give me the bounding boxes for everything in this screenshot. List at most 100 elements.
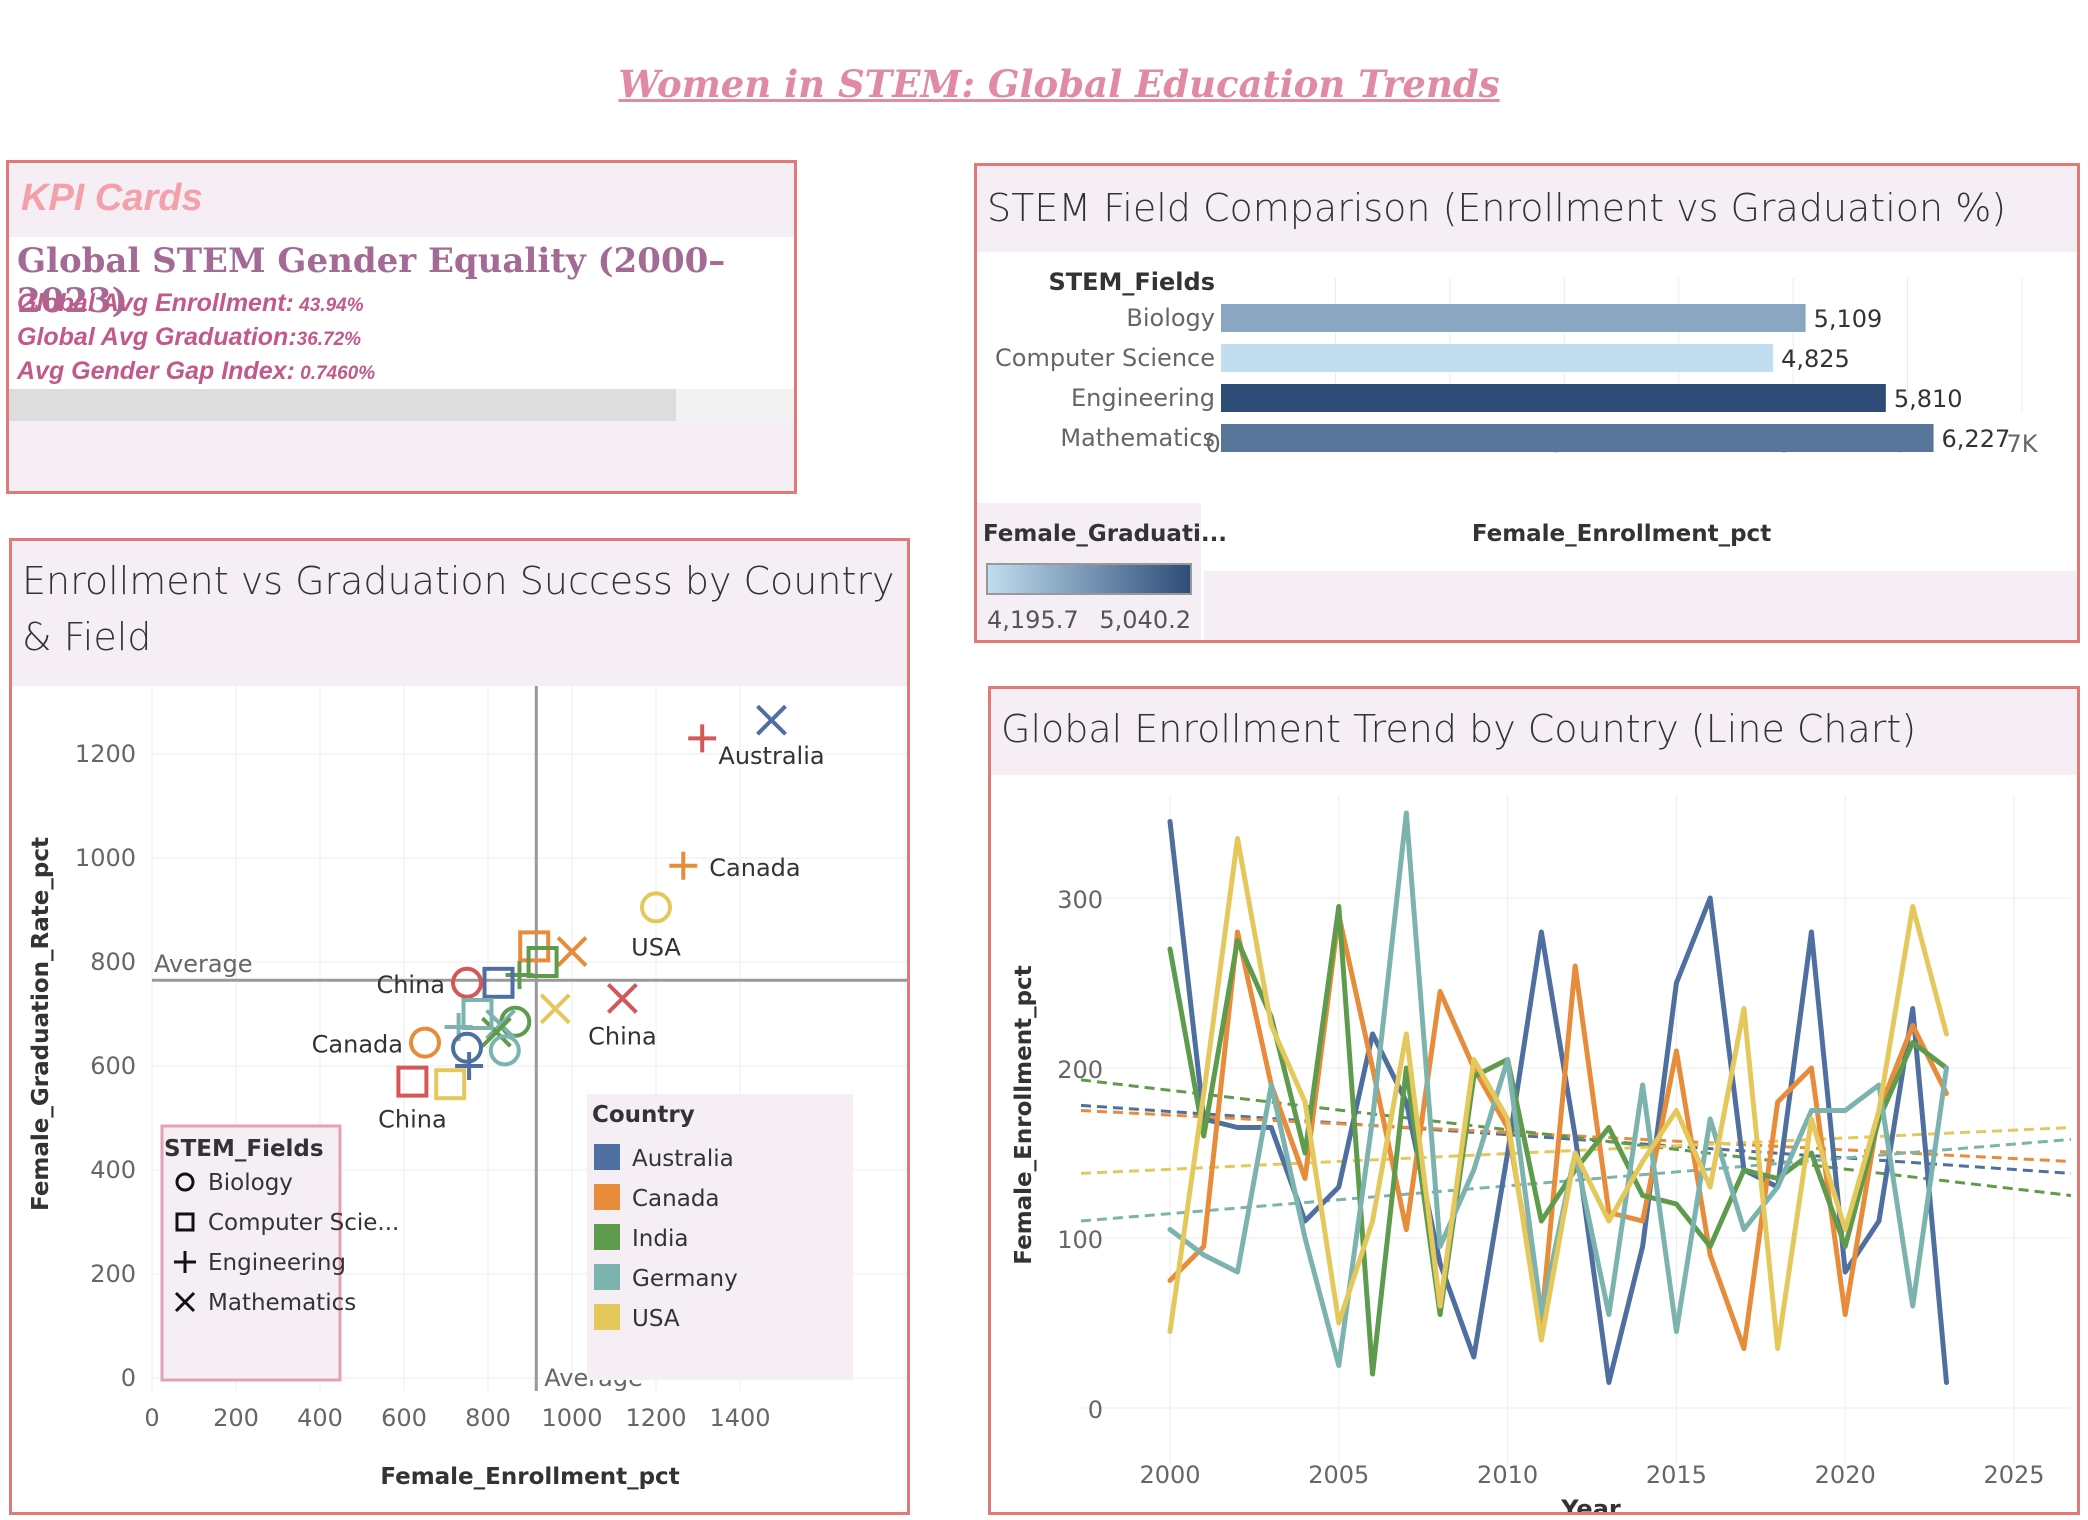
point-australia-engineering <box>455 1052 484 1080</box>
line-y-tick-label: 100 <box>1057 1226 1103 1254</box>
shape-legend-label: Computer Scie... <box>208 1210 399 1236</box>
bar-row-header: STEM_Fields <box>1048 268 1215 296</box>
bar-category-label: Biology <box>1126 304 1215 332</box>
point-label-canada: Canada <box>709 854 800 882</box>
shape-legend-item: Biology <box>175 1170 293 1196</box>
point-usa-mathematics <box>539 993 571 1025</box>
line-y-tick-label: 200 <box>1057 1056 1103 1084</box>
shape-legend-item: Computer Scie... <box>175 1210 399 1236</box>
kpi-panel: KPI Cards Global STEM Gender Equality (2… <box>6 160 797 494</box>
color-legend-item: Canada <box>594 1184 720 1212</box>
bar-legend-title: Female_Graduati... <box>983 521 1227 547</box>
color-legend-item: India <box>594 1224 688 1252</box>
kpi-graduation-label: Global Avg Graduation: <box>17 323 297 351</box>
point-china-mathematics <box>606 982 638 1014</box>
bar-footer-bg <box>1204 571 2077 640</box>
point-china-engineering <box>688 724 717 753</box>
kpi-header-bg <box>9 163 794 237</box>
color-legend-label: Germany <box>632 1266 738 1292</box>
bar-x-axis-title: Female_Enrollment_pct <box>1472 521 1771 547</box>
point-india-mathematics <box>480 1016 512 1048</box>
bar-value-label: 5,109 <box>1814 305 1883 333</box>
dashboard-title: Women in STEM: Global Education Trends <box>618 62 1500 106</box>
bar-category-label: Mathematics <box>1060 424 1215 452</box>
point-australia-biology <box>451 1031 483 1064</box>
kpi-enrollment-label: Global Avg Enrollment: <box>17 289 294 317</box>
series-line-india <box>1167 904 1949 1377</box>
scatter-x-tick-label: 400 <box>297 1404 343 1432</box>
bar-panel-title: STEM Field Comparison (Enrollment vs Gra… <box>987 186 2007 230</box>
series-line-usa <box>1167 836 1949 1351</box>
kpi-gap-value: 0.7460% <box>294 363 376 384</box>
color-legend-label: India <box>632 1226 688 1252</box>
kpi-scrollbar-thumb[interactable] <box>9 389 676 421</box>
color-legend-title: Country <box>592 1102 695 1128</box>
kpi-gap-label: Avg Gender Gap Index: <box>17 357 295 385</box>
point-canada-engineering <box>669 851 698 880</box>
point-canada-biology <box>409 1026 441 1059</box>
color-legend-item: USA <box>594 1304 680 1332</box>
shape-legend-label: Biology <box>208 1170 293 1196</box>
point-label-china: China <box>378 1106 447 1134</box>
legend-circle-icon <box>175 1172 195 1192</box>
bar-legend-ramp <box>986 563 1192 595</box>
legend-x-icon <box>174 1291 196 1313</box>
point-usa-computer-science <box>434 1068 467 1101</box>
shape-legend-label: Mathematics <box>208 1290 356 1316</box>
point-india-engineering <box>505 961 534 989</box>
bar-panel: STEM Field Comparison (Enrollment vs Gra… <box>974 163 2080 643</box>
bar-category-label: Engineering <box>1071 384 1215 412</box>
kpi-footer-bg <box>9 421 794 491</box>
bar-category-label: Computer Science <box>995 344 1215 372</box>
point-india-computer-science <box>526 946 559 978</box>
scatter-y-tick-label: 400 <box>90 1156 136 1184</box>
scatter-y-tick-label: 800 <box>90 948 136 976</box>
shape-legend-label: Engineering <box>208 1250 346 1276</box>
trend-line-usa <box>1080 1126 2072 1175</box>
scatter-y-tick-label: 0 <box>121 1364 136 1392</box>
line-x-tick-label: 2005 <box>1308 1461 1369 1489</box>
line-x-tick-label: 2015 <box>1646 1461 1707 1489</box>
point-australia-mathematics <box>756 704 787 736</box>
color-legend-item: Germany <box>594 1264 738 1292</box>
kpi-enrollment: Global Avg Enrollment: 43.94% <box>17 289 364 318</box>
series-line-germany <box>1167 810 1949 1368</box>
color-legend-item: Australia <box>594 1144 734 1172</box>
point-germany-biology <box>488 1034 521 1067</box>
scatter-x-axis-title: Female_Enrollment_pct <box>380 1464 679 1490</box>
scatter-x-tick-label: 800 <box>465 1404 511 1432</box>
line-y-tick-label: 300 <box>1057 886 1103 914</box>
bar-mathematics <box>1221 424 1934 452</box>
shape-legend-title: STEM_Fields <box>164 1136 324 1162</box>
line-x-axis-title: Year <box>1560 1495 1621 1512</box>
scatter-y-tick-label: 600 <box>90 1052 136 1080</box>
bar-value-label: 6,227 <box>1942 425 2011 453</box>
bar-value-label: 5,810 <box>1894 385 1963 413</box>
point-label-china: China <box>376 971 445 999</box>
kpi-graduation: Global Avg Graduation:36.72% <box>17 323 361 352</box>
kpi-header: KPI Cards <box>21 177 203 219</box>
legend-swatch-australia <box>594 1144 620 1170</box>
shape-legend-box <box>160 1124 342 1382</box>
scatter-panel: Enrollment vs Graduation Success by Coun… <box>9 538 910 1515</box>
bar-computer-science <box>1221 344 1774 372</box>
scatter-x-tick-label: 0 <box>144 1404 159 1432</box>
color-legend-label: Australia <box>632 1146 734 1172</box>
point-canada-mathematics <box>556 936 588 968</box>
legend-plus-icon <box>174 1251 196 1273</box>
color-legend-box <box>587 1094 853 1380</box>
point-label-usa: USA <box>631 933 681 961</box>
scatter-y-tick-label: 1000 <box>75 844 136 872</box>
bar-header-bg <box>977 166 2077 252</box>
legend-swatch-india <box>594 1224 620 1250</box>
line-header-bg <box>991 689 2077 775</box>
line-x-tick-label: 2025 <box>1983 1461 2044 1489</box>
scatter-x-tick-label: 1200 <box>625 1404 686 1432</box>
bar-x-tick-label: 7K <box>2006 430 2038 458</box>
bar-engineering <box>1221 384 1886 412</box>
scatter-y-axis-title: Female_Graduation_Rate_pct <box>28 837 54 1211</box>
line-panel: Global Enrollment Trend by Country (Line… <box>988 686 2080 1515</box>
bar-value-label: 4,825 <box>1781 345 1850 373</box>
trend-line-germany <box>1080 1137 2072 1223</box>
line-chart: 2000 2005 2010 2015 2020 2025 0 100 200 300 Year Fe… <box>1011 795 2072 1512</box>
